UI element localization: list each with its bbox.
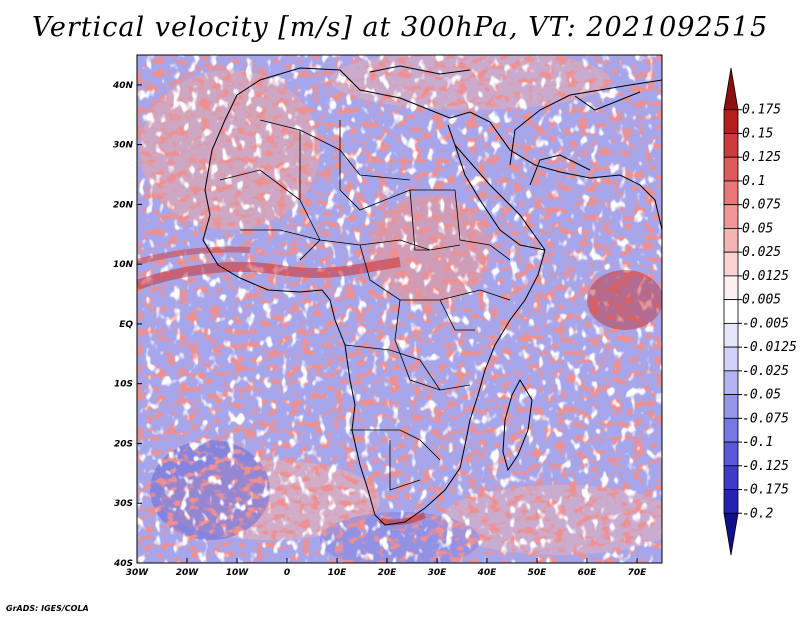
colorbar-label: -0.075: [742, 411, 789, 426]
colorbar-label: -0.05: [742, 388, 781, 403]
colorbar-swatch: [723, 489, 739, 514]
lat-tick-label: EQ: [119, 320, 133, 330]
colorbar-swatch: [723, 299, 739, 324]
lon-tick-label: 20E: [378, 568, 398, 578]
colorbar-label: -0.1: [742, 435, 773, 450]
colorbar: 0.175 0.15 0.125 0.1 0.075 0.05 0.025 0.0125 0.0…: [723, 67, 797, 556]
colorbar-swatch: [723, 275, 739, 301]
colorbar-label: 0.175: [742, 103, 781, 118]
colorbar-swatch: [723, 322, 739, 348]
colorbar-swatch: [723, 370, 739, 395]
lat-tick-label: 40N: [112, 81, 134, 91]
colorbar-swatch: [723, 346, 739, 372]
colorbar-label: 0.005: [742, 293, 781, 308]
lon-tick-label: 50E: [528, 568, 548, 578]
map-title: Vertical velocity [m/s] at 300hPa, VT: 2…: [31, 12, 769, 43]
colorbar-label: -0.0125: [742, 340, 797, 355]
country-borders: [219, 119, 511, 491]
colorbar-swatch: [723, 228, 739, 253]
neutral-noise: [137, 55, 662, 563]
coastlines: [202, 65, 662, 526]
colorbar-swatch: [723, 417, 739, 443]
lon-tick-label: 0: [284, 568, 290, 578]
colorbar-label: 0.075: [742, 198, 781, 213]
colorbar-swatch: [723, 109, 739, 134]
colorbar-label: -0.125: [742, 459, 789, 474]
colorbar-label: 0.1: [742, 174, 765, 189]
colorbar-swatch: [723, 204, 739, 229]
lon-tick-label: 10E: [328, 568, 348, 578]
colorbar-swatch: [723, 251, 739, 277]
colorbar-label: 0.15: [742, 126, 773, 141]
lat-tick-label: 20N: [113, 200, 134, 210]
colorbar-swatch: [723, 512, 739, 556]
lon-tick-label: 10W: [226, 568, 250, 578]
colorbar-swatch: [723, 465, 739, 490]
lon-tick-label: 30E: [428, 568, 448, 578]
colorbar-label: 0.0125: [742, 269, 789, 284]
lat-tick-label: 40S: [113, 559, 133, 569]
lon-tick-label: 60E: [578, 568, 598, 578]
colorbar-label: -0.2: [742, 506, 773, 521]
colorbar-label: 0.125: [742, 150, 781, 165]
lat-tick-label: 30S: [114, 499, 133, 509]
lat-tick-label: 10S: [114, 380, 133, 390]
lon-tick-label: 20W: [176, 568, 200, 578]
footer-credit: GrADS: IGES/COLA: [6, 604, 89, 613]
map-frame: [136, 54, 663, 564]
lat-tick-label: 30N: [113, 141, 134, 151]
colorbar-swatch: [723, 67, 739, 111]
lon-tick-label: 30W: [126, 568, 150, 578]
colorbar-swatch: [723, 180, 739, 206]
colorbar-label: -0.005: [742, 316, 789, 331]
colorbar-label: 0.025: [742, 245, 781, 260]
lon-tick-label: 40E: [477, 568, 498, 578]
lon-tick-label: 70E: [628, 568, 648, 578]
colorbar-swatch: [723, 133, 739, 158]
colorbar-label: -0.175: [742, 483, 789, 498]
colorbar-swatch: [723, 394, 739, 419]
colorbar-swatch: [723, 441, 739, 467]
colorbar-swatch: [723, 156, 739, 182]
lat-tick-label: 10N: [113, 260, 134, 270]
velocity-field: [137, 55, 662, 563]
colorbar-label: 0.05: [742, 221, 773, 236]
lat-tick-label: 20S: [114, 439, 133, 449]
colorbar-label: -0.025: [742, 364, 789, 379]
